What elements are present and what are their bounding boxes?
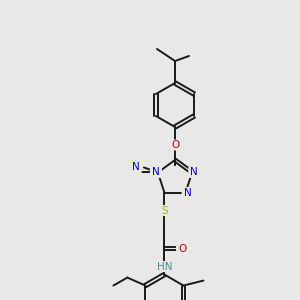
- FancyBboxPatch shape: [182, 187, 194, 198]
- FancyBboxPatch shape: [156, 261, 172, 272]
- Text: O: O: [178, 244, 187, 254]
- FancyBboxPatch shape: [130, 162, 142, 173]
- FancyBboxPatch shape: [169, 140, 181, 151]
- FancyBboxPatch shape: [188, 167, 200, 178]
- Text: S: S: [161, 206, 168, 216]
- FancyBboxPatch shape: [176, 243, 189, 254]
- Text: O: O: [171, 140, 179, 150]
- FancyBboxPatch shape: [150, 167, 162, 178]
- Text: HN: HN: [157, 262, 172, 272]
- Text: N: N: [184, 188, 191, 198]
- Text: N: N: [132, 162, 140, 172]
- FancyBboxPatch shape: [158, 205, 171, 216]
- Text: N: N: [152, 167, 160, 177]
- Text: N: N: [190, 167, 198, 177]
